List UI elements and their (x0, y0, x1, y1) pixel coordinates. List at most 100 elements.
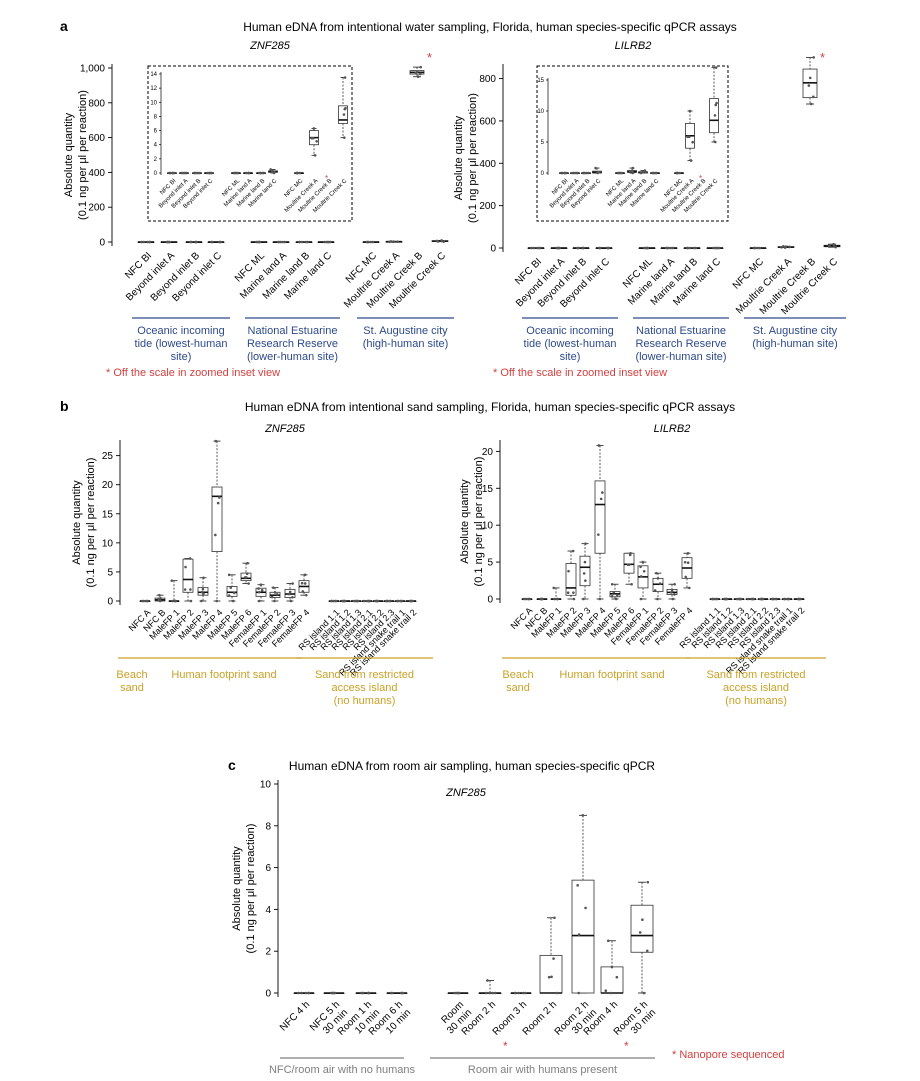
a-lil-nfc-bi-0-point (536, 246, 539, 250)
b-znf-malefp-6-7-point (247, 582, 250, 585)
b-lil-femalefp-2-9-point (658, 582, 662, 585)
b-lil-nfc-b-1-point (540, 597, 543, 601)
a-lil-inset-moultrie-creek-c-11-point (713, 140, 717, 144)
chart-b-znf285: ZNF285 0 5 10 15 20 25 Absolute quantity (0.1 ng… (71, 423, 433, 707)
a-znf-inset-marine-land-b-6-point (259, 171, 262, 175)
a-znf-group-label-0: tide (lowest-human (135, 338, 228, 350)
a-lil-y-tick-label: 800 (479, 74, 496, 85)
b-znf-malefp-6-7-point (245, 572, 249, 576)
a-lil-group-label-2: (high-human site) (752, 338, 838, 350)
b-lil-rs-island-2-2-16-point (760, 597, 764, 601)
c-znf-room-2-h-30-min-8-point (577, 933, 581, 936)
b-znf-femalefp-2-9-point (273, 599, 276, 603)
b-znf-malefp-2-3-point (188, 557, 192, 560)
panel-a-footnote-right: * Off the scale in zoomed inset view (493, 367, 667, 379)
panel-b-letter: b (60, 398, 69, 414)
b-lil-nfc-a-0-point (526, 597, 530, 601)
c-znf-group-label-1: Room air with humans present (468, 1064, 617, 1076)
a-znf-nfc-mc-8-point (365, 240, 369, 244)
b-znf-malefp-2-3-box (182, 558, 194, 593)
c-znf-room-4-h-9-point (604, 989, 608, 993)
b-znf-femalefp-2-9-point (270, 595, 274, 599)
b-lil-femalefp-4-11-point (686, 561, 690, 565)
b-znf-y-tick-label: 5 (107, 567, 113, 578)
a-znf-inset-moultrie-creek-a-9-point (312, 127, 316, 130)
a-znf-inset-beyond-inlet-b-2-point (193, 171, 196, 175)
c-znf-nfc-4-h-0-point (304, 991, 308, 995)
a-znf-moultrie-creek-a-9-point (389, 240, 393, 243)
a-znf-inset-moultrie-creek-c-11-point (342, 136, 346, 139)
a-lil-inset-frame (536, 65, 729, 222)
a-lil-inset-nfc-bi-0-point (563, 171, 566, 175)
b-znf-malefp-6-7-point (246, 561, 249, 565)
c-znf-room-2-h-30-min-8-point (577, 991, 580, 995)
a-znf-ylabel-line2: (0.1 ng per μl per reaction) (77, 90, 89, 220)
a-znf-moultrie-creek-b-10-point (416, 75, 420, 78)
a-lil-beyond-inlet-b-2-point (576, 246, 579, 250)
a-lil-inset-y-tick-label: 5 (541, 140, 545, 146)
b-znf-malefp-5-6-point (227, 573, 231, 577)
a-znf-y-tick-label: 0 (99, 238, 105, 249)
b-lil-femalefp-1-8-point (639, 597, 643, 601)
b-lil-title: LILRB2 (654, 423, 691, 435)
b-lil-femalefp-4-11-point (687, 586, 691, 590)
a-lil-inset-beyond-inlet-a-1-point (571, 171, 574, 175)
a-lil-group-label-1: Research Reserve (635, 338, 726, 350)
c-znf-room-5-h-30-min-10-point (638, 931, 642, 934)
a-lil-marine-land-a-5-point (665, 246, 669, 250)
b-znf-malefp-2-3-point (183, 588, 187, 591)
b-lil-rs-island-1-1-12-point (710, 597, 714, 601)
a-lil-nfc-bi-0-point (538, 246, 542, 250)
b-lil-femalefp-2-9-point (654, 571, 658, 575)
a-lil-inset-marine-land-c-7-point (651, 171, 654, 175)
b-znf-malefp-2-3-point (189, 588, 192, 591)
b-lil-femalefp-3-10-point (669, 591, 673, 594)
a-lil-y-tick-label: 0 (490, 244, 496, 255)
a-znf-nfc-ml-4-point (258, 240, 262, 244)
a-lil-moultrie-creek-b-10-point (812, 95, 815, 99)
a-lil-moultrie-creek-c-11-point (832, 242, 835, 246)
a-znf-inset-y-tick-label: 14 (150, 72, 157, 78)
a-lil-y-tick-label: 400 (479, 159, 496, 170)
b-lil-rs-island-snake-trail-1-18-point (787, 597, 790, 601)
b-lil-femalefp-2-9-point (653, 589, 657, 592)
a-znf-group-label-1: (lower-human site) (247, 351, 338, 363)
a-znf-inset-marine-land-a-5-point (244, 171, 248, 175)
a-znf-nfc-bi-0-point (146, 240, 149, 244)
b-znf-malefp-5-6-point (231, 599, 235, 603)
b-lil-rs-island-snake-trail-1-18-point (783, 597, 786, 601)
c-znf-room-4-h-9-point (610, 965, 614, 969)
b-znf-femalefp-3-10-point (291, 595, 294, 599)
b-lil-y-tick-label: 15 (482, 484, 494, 495)
b-znf-rs-island-2-3-17-point (388, 599, 392, 603)
c-znf-ylabel-line2: (0.1 ng per μl per reaction) (245, 824, 257, 954)
a-lil-nfc-bi-0-point (532, 246, 536, 250)
a-znf-inset-y-tick-label: 0 (154, 171, 158, 177)
a-lil-inset-y-tick-label: 10 (537, 109, 544, 115)
panel-a-letter: a (60, 18, 68, 34)
a-znf-inset-y-tick-label: 8 (154, 114, 158, 120)
a-znf-group-label-0: site) (171, 351, 192, 363)
b-lil-malefp-1-2-point (552, 586, 556, 590)
a-znf-inset-beyond-inlet-c-3-point (206, 171, 209, 175)
b-znf-malefp-1-2-point (170, 579, 174, 582)
a-lil-nfc-mc-8-point (756, 246, 760, 250)
b-znf-y-tick-label: 0 (107, 597, 113, 608)
a-znf-beyond-inlet-b-2-point (194, 240, 198, 244)
a-znf-moultrie-creek-a-9-point (392, 240, 396, 243)
a-lil-inset-nfc-mc-8-point (676, 171, 680, 175)
b-znf-femalefp-4-11-point (303, 582, 307, 585)
a-znf-marine-land-a-5-point (277, 240, 281, 244)
a-znf-nfc-mc-8-point (371, 240, 375, 244)
a-znf-marine-land-b-6-point (298, 240, 301, 244)
b-lil-ylabel-line1: Absolute quantity (459, 479, 471, 564)
b-lil-femalefp-2-9-point (656, 577, 660, 580)
a-lil-group-label-0: site) (560, 351, 581, 363)
b-znf-malefp-4-5-point (214, 439, 218, 443)
b-lil-malefp-4-5-point (597, 533, 600, 536)
a-znf-star-marker: * (427, 50, 432, 65)
b-lil-malefp-5-6-point (615, 593, 619, 597)
b-lil-malefp-3-4-point (584, 579, 587, 582)
c-znf-y-tick-label: 8 (265, 821, 271, 832)
panel-a-footnote-left: * Off the scale in zoomed inset view (106, 367, 280, 379)
